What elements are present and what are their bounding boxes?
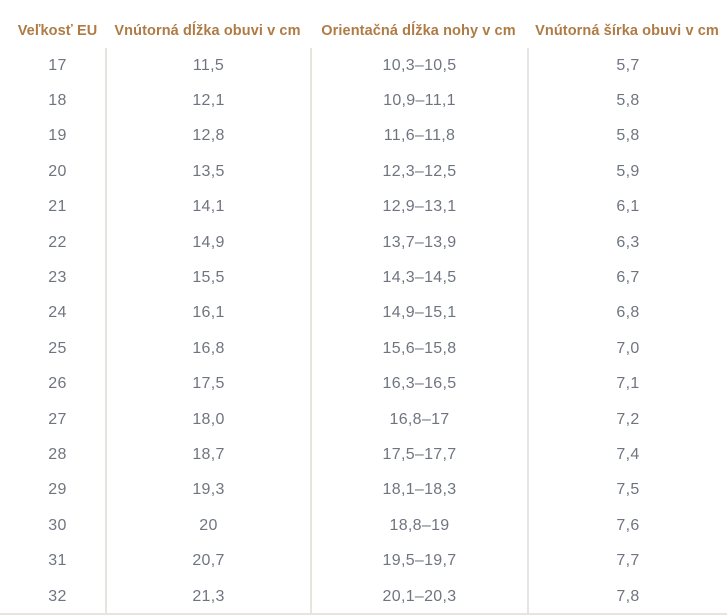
table-cell: 18,8–19 [310, 508, 527, 544]
table-cell: 14,1 [105, 189, 310, 225]
table-row: 23 15,5 14,3–14,5 6,7 [0, 260, 727, 296]
table-cell: 28 [48, 445, 67, 463]
table-cell: 18,1–18,3 [310, 472, 527, 509]
table-cell: 15,5 [105, 260, 310, 296]
table-cell: 23 [48, 269, 67, 287]
table-cell: 18,0 [105, 401, 310, 438]
table-cell: 25 [48, 339, 67, 357]
table-cell: 20 [48, 162, 67, 180]
table-cell: 7,4 [527, 437, 727, 473]
table-cell: 29 [48, 481, 67, 499]
table-row: 30 20 18,8–19 7,6 [0, 508, 727, 544]
table-row: 29 19,3 18,1–18,3 7,5 [0, 472, 727, 509]
table-cell: 21 [48, 198, 67, 216]
table-cell: 11,5 [105, 48, 310, 84]
table-cell: 5,7 [527, 48, 727, 84]
table-row: 28 18,7 17,5–17,7 7,4 [0, 437, 727, 473]
table-row: 31 20,7 19,5–19,7 7,7 [0, 543, 727, 579]
table-row: 21 14,1 12,9–13,1 6,1 [0, 189, 727, 225]
table-cell: 32 [48, 587, 67, 605]
table-row: 20 13,5 12,3–12,5 5,9 [0, 154, 727, 190]
table-cell: 7,7 [527, 543, 727, 579]
table-cell: 16,3–16,5 [310, 366, 527, 402]
table-row: 17 11,5 10,3–10,5 5,7 [0, 48, 727, 84]
table-cell: 10,9–11,1 [310, 83, 527, 119]
table-cell: 10,3–10,5 [310, 48, 527, 84]
table-cell: 19,3 [105, 472, 310, 509]
table-cell: 5,8 [527, 118, 727, 155]
table-cell: 14,3–14,5 [310, 260, 527, 296]
table-cell: 12,3–12,5 [310, 154, 527, 190]
table-row: 19 12,8 11,6–11,8 5,8 [0, 118, 727, 155]
table-cell: 31 [48, 552, 67, 570]
table-cell: 20 [105, 508, 310, 544]
table-cell: 24 [48, 304, 67, 322]
table-cell: 6,8 [527, 295, 727, 332]
table-cell: 21,3 [105, 578, 310, 615]
table-cell: 7,8 [527, 578, 727, 615]
table-body: 17 11,5 10,3–10,5 5,7 18 12,1 10,9–11,1 5,8 19 12… [0, 48, 727, 615]
table-cell: 20,7 [105, 543, 310, 579]
table-cell: 13,7–13,9 [310, 224, 527, 261]
table-cell: 14,9–15,1 [310, 295, 527, 332]
table-cell: 18 [48, 92, 67, 110]
table-cell: 18,7 [105, 437, 310, 473]
table-cell: 16,1 [105, 295, 310, 332]
column-header-approx-foot-length: Orientačná dĺžka nohy v cm [321, 23, 516, 39]
table-row: 27 18,0 16,8–17 7,2 [0, 401, 727, 438]
table-cell: 11,6–11,8 [310, 118, 527, 155]
table-cell: 27 [48, 410, 67, 428]
column-header-eu-size: Veľkosť EU [17, 23, 98, 39]
table-cell: 16,8 [105, 331, 310, 367]
table-cell: 7,0 [527, 331, 727, 367]
table-row: 26 17,5 16,3–16,5 7,1 [0, 366, 727, 402]
table-cell: 6,7 [527, 260, 727, 296]
table-cell: 16,8–17 [310, 401, 527, 438]
table-cell: 15,6–15,8 [310, 331, 527, 367]
table-row: 32 21,3 20,1–20,3 7,8 [0, 578, 727, 615]
table-cell: 7,1 [527, 366, 727, 402]
table-cell: 5,9 [527, 154, 727, 190]
table-cell: 7,2 [527, 401, 727, 438]
table-cell: 17,5–17,7 [310, 437, 527, 473]
table-row: 18 12,1 10,9–11,1 5,8 [0, 83, 727, 119]
table-cell: 20,1–20,3 [310, 578, 527, 615]
table-cell: 12,9–13,1 [310, 189, 527, 225]
column-header-inner-shoe-length: Vnútorná dĺžka obuvi v cm [114, 23, 301, 39]
table-row: 24 16,1 14,9–15,1 6,8 [0, 295, 727, 332]
column-header-inner-shoe-width: Vnútorná šírka obuvi v cm [535, 23, 719, 39]
table-row: 22 14,9 13,7–13,9 6,3 [0, 224, 727, 261]
table-cell: 17 [48, 56, 67, 74]
table-cell: 5,8 [527, 83, 727, 119]
table-cell: 19 [48, 127, 67, 145]
table-cell: 19,5–19,7 [310, 543, 527, 579]
table-cell: 7,5 [527, 472, 727, 509]
table-cell: 22 [48, 233, 67, 251]
table-bottom-divider [0, 613, 727, 615]
table-cell: 12,1 [105, 83, 310, 119]
table-cell: 6,1 [527, 189, 727, 225]
table-cell: 14,9 [105, 224, 310, 261]
table-header-row: Veľkosť EU Vnútorná dĺžka obuvi v cm Ori… [0, 0, 727, 48]
table-cell: 7,6 [527, 508, 727, 544]
table-cell: 6,3 [527, 224, 727, 261]
table-cell: 13,5 [105, 154, 310, 190]
table-cell: 12,8 [105, 118, 310, 155]
table-cell: 26 [48, 375, 67, 393]
table-cell: 17,5 [105, 366, 310, 402]
table-cell: 30 [48, 516, 67, 534]
table-row: 25 16,8 15,6–15,8 7,0 [0, 331, 727, 367]
